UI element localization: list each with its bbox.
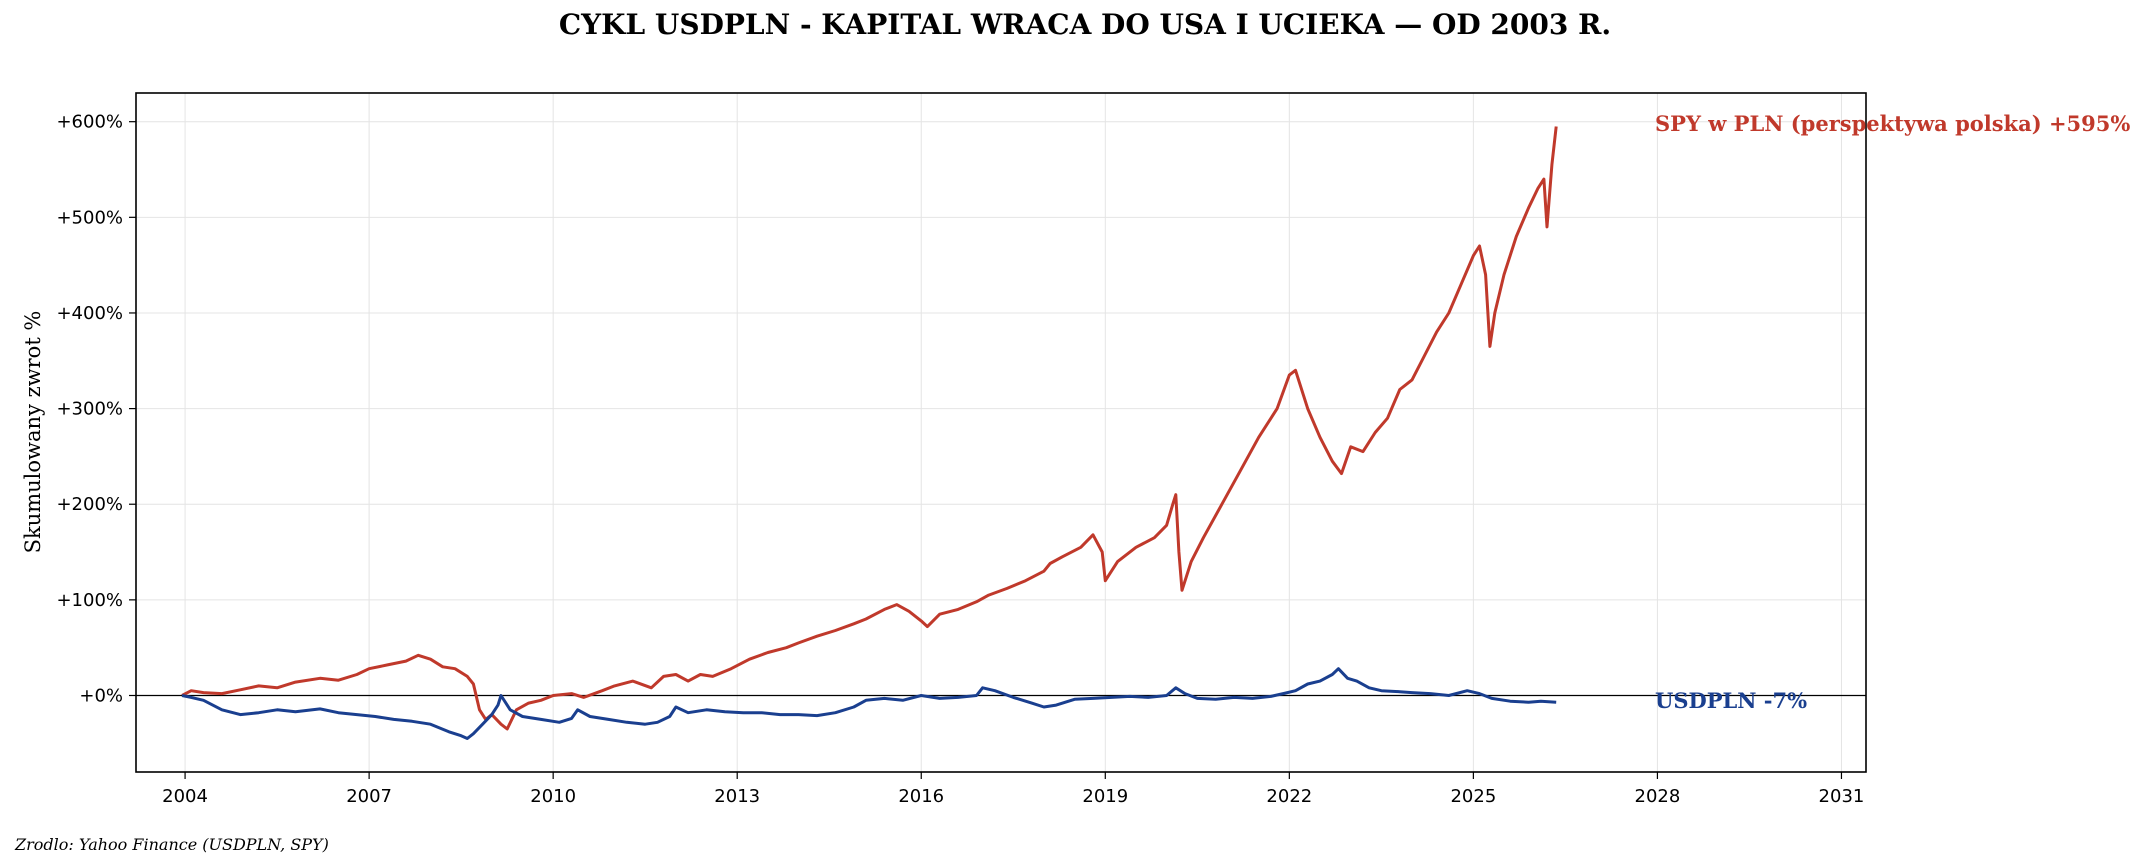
chart-title: CYKL USDPLN - KAPITAL WRACA DO USA I UCI… bbox=[559, 8, 1611, 41]
y-tick-label: +100% bbox=[56, 590, 123, 611]
series-line-spy-pln bbox=[181, 126, 1558, 731]
x-tick-label: 2016 bbox=[898, 786, 944, 807]
series-line-usdpln bbox=[181, 667, 1557, 740]
y-tick-label: +0% bbox=[79, 685, 123, 706]
y-tick-label: +300% bbox=[56, 399, 123, 420]
series-lines bbox=[181, 126, 1558, 740]
y-axis: +0% +100% +200% +300% +400% +500% +600% bbox=[56, 112, 136, 706]
x-tick-label: 2022 bbox=[1266, 786, 1312, 807]
source-note: Zrodlo: Yahoo Finance (USDPLN, SPY) bbox=[14, 835, 329, 854]
x-tick-label: 2028 bbox=[1635, 786, 1681, 807]
x-tick-label: 2019 bbox=[1082, 786, 1128, 807]
x-tick-label: 2025 bbox=[1450, 786, 1496, 807]
y-tick-label: +600% bbox=[56, 112, 123, 133]
y-tick-label: +400% bbox=[56, 303, 123, 324]
x-tick-label: 2013 bbox=[714, 786, 760, 807]
x-tick-label: 2007 bbox=[346, 786, 392, 807]
x-tick-label: 2031 bbox=[1819, 786, 1865, 807]
x-tick-label: 2004 bbox=[162, 786, 208, 807]
grid bbox=[136, 93, 1866, 772]
series-end-label-usdpln: USDPLN -7% bbox=[1655, 688, 1807, 713]
y-axis-label: Skumulowany zwrot % bbox=[21, 311, 45, 554]
series-end-label-spy: SPY w PLN (perspektywa polska) +595% bbox=[1655, 111, 2130, 136]
x-axis: 2004 2007 2010 2013 2016 2019 2022 2025 2028 2031 bbox=[162, 772, 1864, 807]
plot-area-frame bbox=[135, 92, 1867, 773]
x-tick-label: 2010 bbox=[530, 786, 576, 807]
y-tick-label: +500% bbox=[56, 207, 123, 228]
y-tick-label: +200% bbox=[56, 494, 123, 515]
